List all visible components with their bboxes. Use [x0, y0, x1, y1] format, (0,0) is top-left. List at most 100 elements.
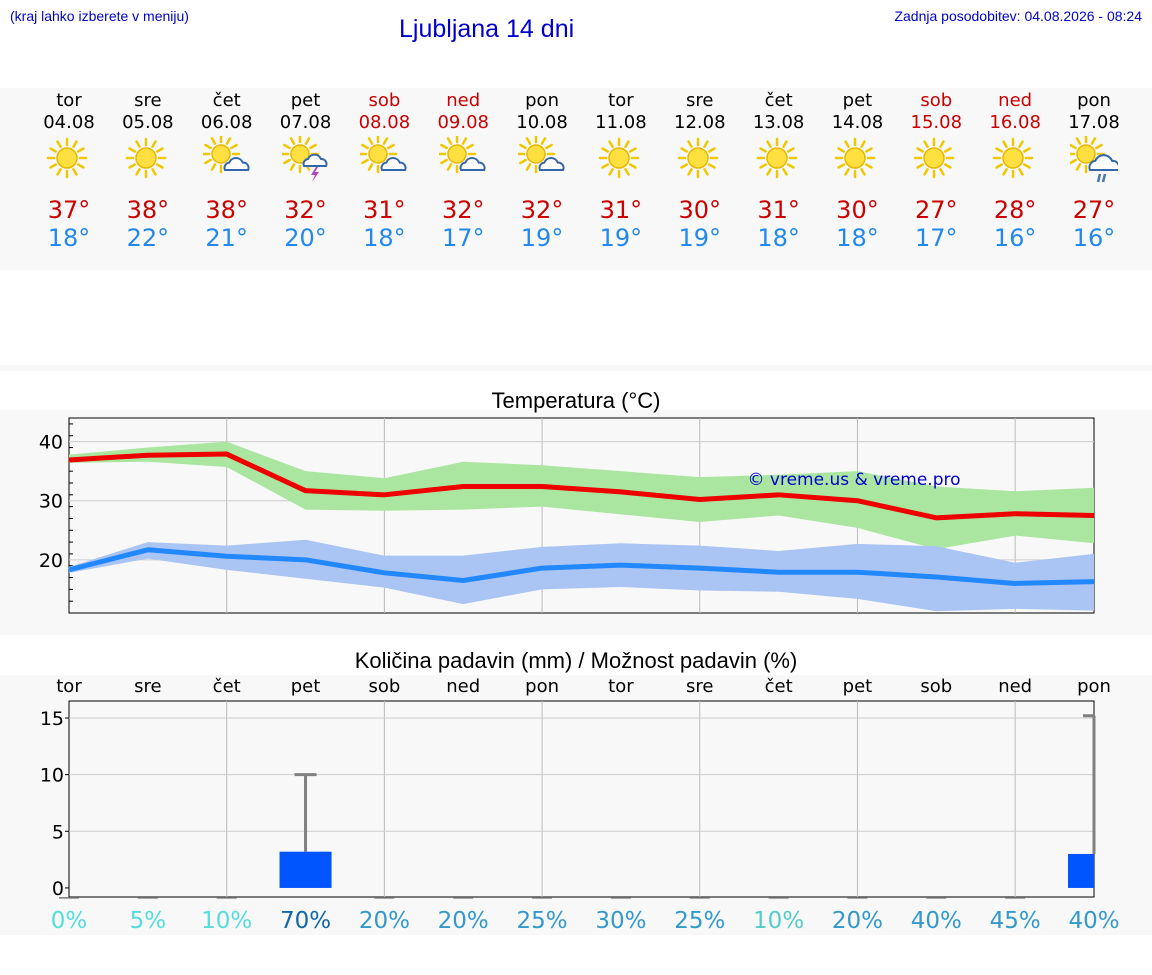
max-temperature: 30°	[678, 196, 722, 224]
max-temperature: 32°	[284, 196, 327, 224]
cloud-shape	[538, 157, 565, 171]
category-label: pon	[1077, 676, 1111, 697]
min-temperature: 18°	[757, 224, 800, 252]
day-name: čet	[764, 90, 793, 111]
separator-band	[0, 365, 1152, 371]
lightning-shape	[310, 167, 319, 182]
probability-label: 30%	[595, 908, 646, 934]
day-date: 09.08	[437, 112, 489, 133]
probability-label: 40%	[1068, 908, 1119, 934]
min-temperature: 17°	[915, 224, 958, 252]
precipitation-chart-title: Količina padavin (mm) / Možnost padavin …	[354, 648, 798, 673]
min-temperature: 18°	[363, 224, 406, 252]
day-column: sre 12.08 30° 19°	[660, 88, 740, 252]
day-column: ned 16.08 28° 16°	[975, 88, 1055, 252]
sun-icon	[124, 136, 172, 184]
y-tick-label: 10	[40, 765, 64, 787]
day-name: pet	[290, 90, 321, 111]
sun-shape	[280, 134, 319, 174]
sun-shape	[201, 134, 240, 174]
sun-icon	[912, 136, 960, 184]
day-date: 06.08	[200, 112, 253, 133]
y-tick-label: 5	[52, 821, 64, 843]
sun-icon	[755, 136, 803, 184]
category-label: sob	[920, 676, 952, 697]
min-temperature: 19°	[599, 224, 643, 252]
day-date: 14.08	[831, 112, 884, 133]
sun-cloud-icon	[201, 134, 251, 184]
max-temperature: 37°	[47, 196, 91, 224]
day-name: ned	[998, 90, 1033, 111]
y-tick-label: 15	[40, 708, 64, 730]
sun-cloud-icon	[437, 134, 487, 184]
cloud-shape	[459, 157, 486, 171]
day-name: pet	[842, 90, 873, 111]
sun-icon	[45, 136, 93, 184]
probability-label: 10%	[753, 908, 804, 934]
day-column: pet 14.08 30° 18°	[817, 88, 897, 252]
sun-thunder-icon	[280, 134, 330, 184]
max-temperature: 31°	[757, 196, 800, 224]
probability-label: 40%	[911, 908, 962, 934]
daily-forecast-strip: tor 04.08 37° 18° sre 05.08 38° 22° čet …	[0, 88, 1152, 270]
max-temperature-range	[69, 441, 1094, 550]
sun-shape	[992, 137, 1034, 179]
probability-label: 0%	[51, 908, 88, 934]
y-tick-label: 20	[39, 550, 63, 572]
day-column: pon 10.08 32° 19°	[502, 88, 582, 252]
sun-icon	[833, 136, 881, 184]
precipitation-bar	[279, 851, 332, 888]
min-temperature-line	[68, 547, 1095, 586]
day-name: pon	[1077, 90, 1111, 111]
day-date: 16.08	[989, 112, 1041, 133]
day-name: tor	[608, 90, 634, 111]
day-name: sob	[920, 90, 953, 111]
day-date: 05.08	[122, 112, 174, 133]
day-date: 08.08	[358, 112, 411, 133]
sun-shape	[914, 137, 955, 179]
max-temperature: 27°	[915, 196, 958, 224]
min-temperature: 16°	[1072, 224, 1116, 252]
temperature-chart-title: Temperatura (°C)	[491, 388, 661, 413]
rain-drop	[1101, 173, 1107, 183]
max-temperature: 38°	[126, 196, 170, 224]
max-temperature: 31°	[363, 196, 406, 224]
min-temperature: 21°	[205, 224, 248, 252]
day-name: ned	[446, 90, 481, 111]
category-label: tor	[608, 676, 634, 697]
forecast-band	[0, 88, 1152, 270]
day-column: sob 08.08 31° 18°	[344, 88, 424, 252]
page-title: Ljubljana 14 dni	[399, 15, 575, 43]
probability-label: 20%	[359, 908, 410, 934]
probability-label: 5%	[130, 908, 167, 934]
category-label: pon	[525, 676, 559, 697]
category-label: pet	[843, 676, 873, 697]
sun-rain-icon	[1066, 134, 1121, 184]
sun-shape	[677, 137, 719, 179]
sun-cloud-icon	[359, 134, 408, 184]
y-tick-label: 30	[39, 491, 63, 513]
precipitation-chart: tor sre čet pet sob ned pon tor sre čet pet sob ned p…	[40, 676, 1120, 934]
sun-icon	[676, 136, 724, 184]
day-name: sob	[368, 90, 401, 111]
max-temperature: 32°	[520, 196, 564, 224]
min-temperature: 18°	[47, 224, 91, 252]
day-column: tor 04.08 37° 18°	[29, 88, 109, 252]
day-date: 12.08	[674, 112, 726, 133]
probability-label: 70%	[280, 908, 331, 934]
y-tick-label: 40	[39, 432, 63, 454]
day-date: 10.08	[516, 112, 568, 133]
y-tick-label: 0	[52, 878, 64, 900]
day-column: čet 06.08 38° 21°	[187, 88, 267, 252]
rain-drop	[1096, 173, 1102, 183]
max-temperature: 32°	[441, 196, 485, 224]
sun-shape	[125, 137, 167, 179]
day-date: 13.08	[752, 112, 805, 133]
day-column: čet 13.08 31° 18°	[739, 88, 819, 252]
probability-label: 20%	[438, 908, 489, 934]
max-temperature: 38°	[205, 196, 248, 224]
sun-shape	[756, 137, 797, 179]
category-label: sre	[134, 676, 161, 697]
sun-cloud-icon	[516, 134, 566, 184]
day-column: tor 11.08 31° 19°	[581, 88, 661, 252]
